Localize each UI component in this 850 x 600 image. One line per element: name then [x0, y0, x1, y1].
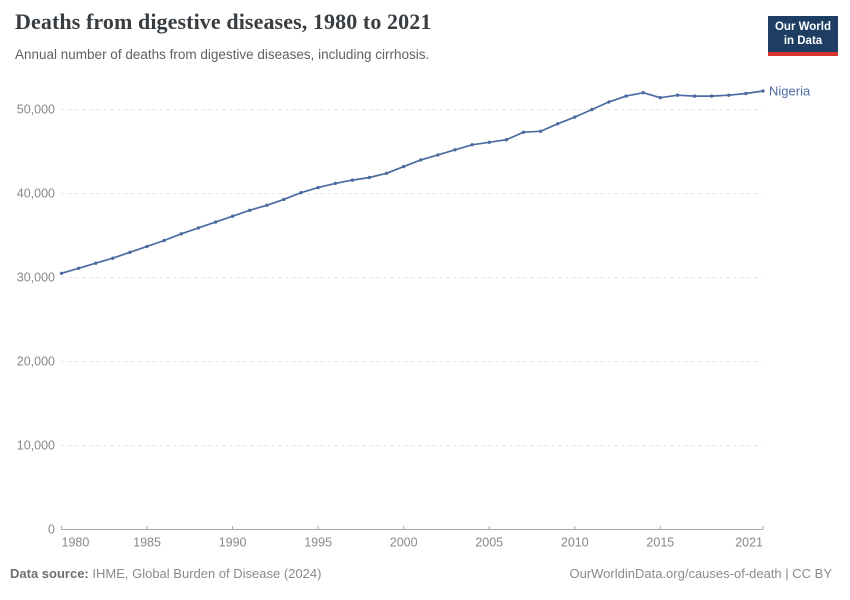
data-point [573, 115, 577, 119]
x-axis-tick-label: 2010 [561, 536, 589, 550]
x-axis-tick-label: 1995 [304, 536, 332, 550]
data-point [350, 178, 355, 182]
data-point [436, 153, 440, 157]
data-point [761, 89, 765, 93]
data-point [504, 138, 509, 142]
y-axis-tick-label: 20,000 [17, 355, 55, 369]
y-axis-tick-label: 50,000 [17, 103, 55, 117]
owid-logo: Our World in Data [768, 16, 838, 56]
data-point [145, 244, 149, 249]
data-point [556, 122, 560, 126]
data-point [299, 191, 303, 195]
data-point [111, 256, 115, 260]
data-point [282, 197, 286, 202]
x-axis-tick-label: 2005 [475, 536, 503, 550]
data-point [607, 100, 611, 104]
x-axis-tick-label: 1990 [219, 536, 247, 550]
owid-logo-line1: Our World [774, 21, 831, 33]
data-point [179, 232, 183, 236]
x-axis-tick-label: 1980 [62, 536, 90, 550]
data-source-text: IHME, Global Burden of Disease (2024) [92, 566, 322, 581]
data-point [453, 148, 457, 152]
data-point [128, 250, 132, 254]
data-point [265, 203, 269, 207]
y-axis-tick-label: 30,000 [17, 271, 55, 285]
y-axis-tick-label: 10,000 [17, 439, 55, 453]
data-point [624, 94, 628, 98]
y-axis-tick-label: 40,000 [17, 187, 55, 201]
x-axis-tick-label: 2015 [646, 536, 674, 550]
data-point [521, 130, 526, 134]
data-point [538, 129, 543, 133]
data-point [213, 220, 218, 224]
data-point [692, 94, 697, 98]
data-point [419, 158, 423, 162]
data-point [162, 238, 166, 243]
series-label-nigeria[interactable]: Nigeria [769, 83, 811, 98]
data-point [367, 175, 372, 180]
chart-subtitle: Annual number of deaths from digestive d… [15, 47, 430, 62]
data-point [384, 171, 389, 175]
series-line-nigeria [61, 90, 764, 275]
data-point [658, 96, 662, 100]
data-point [744, 91, 748, 96]
owid-logo-line2: in Data [783, 34, 823, 47]
data-point [710, 94, 714, 98]
data-point [727, 93, 731, 97]
page-title: Deaths from digestive diseases, 1980 to … [15, 9, 432, 34]
data-point [76, 266, 81, 270]
data-point [590, 107, 594, 112]
x-axis-tick-label: 1985 [133, 536, 161, 550]
data-point [94, 261, 98, 265]
chart-footer: Data source: IHME, Global Burden of Dise… [10, 566, 832, 581]
data-point [675, 93, 680, 97]
data-source-label: Data source: [10, 566, 89, 581]
data-point [402, 164, 406, 169]
data-point [487, 140, 491, 144]
data-point [59, 271, 64, 275]
data-source: Data source: IHME, Global Burden of Dise… [10, 566, 321, 581]
footer-license-link[interactable]: OurWorldinData.org/causes-of-death | CC … [569, 566, 832, 581]
y-axis-tick-label: 0 [48, 523, 55, 537]
data-point [333, 181, 337, 186]
data-point [470, 143, 474, 147]
data-point [316, 185, 320, 190]
data-point [230, 214, 235, 218]
x-axis-tick-label: 2000 [390, 536, 418, 550]
x-axis-tick-label: 2021 [735, 536, 763, 550]
data-point [248, 208, 252, 212]
data-point [641, 91, 645, 95]
data-point [196, 226, 201, 230]
